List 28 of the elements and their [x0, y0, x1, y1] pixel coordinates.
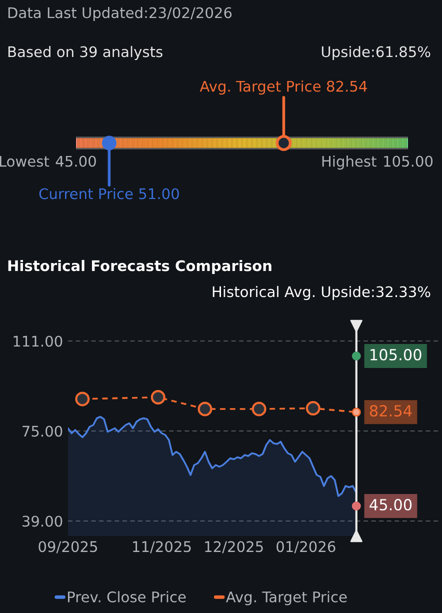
data-label: 45.00 [370, 498, 412, 510]
x-tick-label: 11/2025 [133, 541, 191, 554]
text: Data Last Updated:23/02/2026 [8, 6, 232, 22]
point [306, 400, 320, 416]
data-label: 105.00 [370, 348, 422, 360]
x-tick-label: 01/2026 [276, 541, 336, 554]
legend-label: Prev. Close Price [68, 591, 186, 602]
point [352, 352, 361, 360]
x-tick-label: 12/2025 [205, 541, 263, 554]
point [75, 392, 90, 406]
point [252, 402, 266, 416]
point [150, 390, 166, 405]
text: Highest [322, 156, 376, 170]
text: Upside:61.85% [322, 46, 430, 60]
ref-line-label: Avg. Target Price 82.54 [200, 80, 367, 95]
text: Based on 39 analysts [8, 46, 162, 60]
point [198, 402, 212, 416]
ref-line-label: Current Price 51.00 [39, 188, 179, 200]
y-tick-label: 39.00 [22, 516, 62, 527]
point [352, 502, 361, 510]
legend-label: Avg. Target Price [226, 591, 347, 606]
chart-subtitle: Historical Avg. Upside:32.33% [212, 286, 430, 300]
y-tick-label: 75.00 [22, 426, 62, 437]
data-label: 82.54 [370, 405, 412, 417]
x-tick-label: 09/2025 [38, 541, 98, 554]
chart-title: Historical Forecasts Comparison [8, 260, 272, 274]
text: Lowest [0, 156, 50, 167]
y-tick-label: 111.00 [14, 336, 62, 347]
